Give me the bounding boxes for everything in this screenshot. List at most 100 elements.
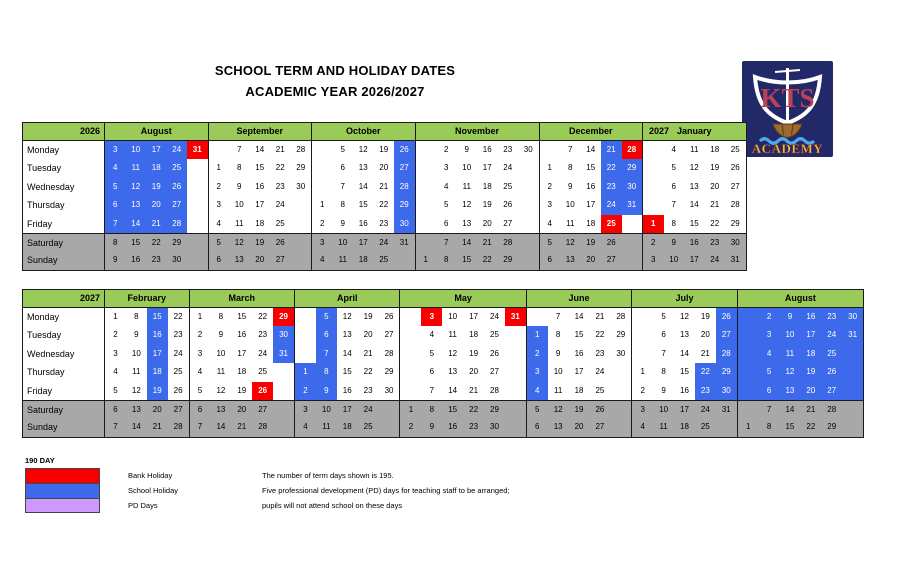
date-cell: 14 — [462, 237, 472, 247]
month-header: March — [189, 290, 295, 308]
date-cell: 9 — [237, 181, 242, 191]
date-cell — [842, 418, 863, 436]
date-cell: 31 — [730, 255, 740, 265]
week-row: 7 14 21 28 — [632, 344, 737, 364]
month-august: August 2 9 16 23 30 3 10 17 24 31 4 11 18 25 5 12 19 26 6 13… — [736, 290, 864, 437]
month-july: July 5 12 19 26 6 13 20 27 7 14 21 28 1 8 15 22 29 2 9 16 23 3… — [631, 290, 737, 437]
date-cell: 12 — [680, 312, 689, 321]
date-cell: 16 — [482, 145, 492, 154]
date-cell: 24 — [258, 348, 268, 358]
date-cell — [842, 363, 864, 382]
date-cell: 23 — [379, 218, 389, 228]
date-cell: 23 — [469, 422, 479, 432]
date-cell: 15 — [574, 330, 584, 340]
date-cell — [273, 418, 294, 436]
month-may: May 3 10 17 24 31 4 11 18 25 5 12 19 26 6 13 20 27 7 14 21 28… — [399, 290, 526, 437]
month-august: August 3 10 17 24 31 4 11 18 25 5 12 19 26 6 13 20 27 7 14 2… — [104, 123, 208, 270]
date-cell: 14 — [131, 422, 141, 432]
date-cell: 19 — [482, 200, 492, 210]
date-cell: 18 — [469, 330, 479, 340]
date-cell: 27 — [503, 218, 513, 228]
date-cell: 5 — [340, 145, 345, 154]
month-name: April — [336, 293, 358, 303]
date-cell: 7 — [113, 422, 118, 432]
month-name: March — [228, 293, 256, 303]
date-cell: 23 — [821, 308, 843, 327]
date-cell: 14 — [125, 214, 146, 233]
pd-days-swatch — [25, 497, 100, 514]
week-row: 7 14 21 28 — [540, 141, 642, 160]
date-cell: 25 — [166, 159, 187, 178]
week-row: 5 12 19 26 — [190, 381, 294, 400]
date-cell: 10 — [338, 237, 348, 247]
date-cell: 5 — [661, 312, 666, 321]
date-cell: 24 — [490, 312, 499, 321]
week-row: 5 12 19 26 — [312, 141, 415, 160]
date-cell: 17 — [146, 344, 168, 364]
date-cell: 23 — [503, 145, 513, 154]
day-label-monday: Monday — [27, 312, 60, 322]
date-cell: 26 — [252, 381, 274, 400]
date-cell: 21 — [700, 348, 710, 358]
date-cell: 15 — [680, 367, 689, 377]
date-cell — [187, 215, 208, 233]
week-row: 3 10 17 24 31 — [643, 251, 746, 270]
date-cell: 10 — [553, 367, 563, 377]
date-cell — [518, 196, 539, 214]
date-cell: 27 — [606, 255, 616, 265]
date-cell: 2 — [444, 145, 449, 154]
week-row: 5 12 19 26 — [643, 159, 746, 177]
date-cell: 11 — [322, 422, 331, 432]
date-cell: 1 — [216, 163, 221, 173]
date-cell: 18 — [482, 181, 492, 191]
date-cell: 17 — [800, 326, 822, 345]
date-cell: 29 — [730, 218, 740, 228]
date-cell: 25 — [601, 214, 622, 233]
date-cell: 30 — [730, 237, 740, 247]
date-cell: 13 — [216, 404, 226, 414]
week-row: 5 12 19 26 — [632, 308, 737, 327]
date-cell: 18 — [358, 255, 368, 265]
date-cell — [394, 251, 415, 269]
date-cell: 30 — [394, 214, 415, 233]
month-name: June — [568, 293, 590, 303]
day-label-friday: Friday — [27, 218, 53, 229]
date-cell: 24 — [700, 404, 710, 414]
page-title-line1: SCHOOL TERM AND HOLIDAY DATES — [214, 63, 456, 78]
date-cell: 29 — [296, 163, 306, 173]
date-cell: 15 — [255, 163, 265, 173]
date-cell: 15 — [586, 163, 596, 173]
week-row: 1 8 15 22 29 — [526, 326, 631, 345]
date-cell: 27 — [394, 159, 415, 178]
date-cell: 16 — [146, 326, 168, 345]
date-cell — [187, 178, 208, 196]
week-row: 1 8 15 22 29 — [415, 251, 539, 270]
date-cell: 10 — [779, 326, 801, 345]
date-cell: 6 — [105, 196, 126, 215]
week-row: 1 8 15 22 29 — [312, 196, 415, 215]
month-october: October 5 12 19 26 6 13 20 27 7 14 21 28 1 8 15 22 29 2 9 16… — [311, 123, 415, 270]
date-cell — [622, 215, 643, 233]
month-april: April 5 12 19 26 6 13 20 27 7 14 21 28 1 8 15 22 29 2 9 16 23… — [294, 290, 400, 437]
date-cell: 17 — [237, 348, 247, 358]
month-january: 2027 January 4 11 18 25 5 12 19 26 6 13 20 27 7 14 21 28 1… — [642, 123, 746, 270]
date-cell — [291, 215, 312, 233]
date-cell: 4 — [429, 330, 435, 340]
date-cell: 13 — [462, 218, 472, 228]
date-cell: 29 — [715, 363, 737, 382]
date-cell: 13 — [565, 255, 575, 265]
week-row: 5 12 19 26 — [295, 308, 399, 327]
date-cell: 1 — [320, 200, 325, 210]
date-cell — [842, 401, 863, 418]
date-cell: 4 — [320, 255, 325, 265]
month-name: January — [676, 126, 712, 136]
date-cell — [632, 345, 653, 363]
date-cell: 9 — [429, 422, 435, 432]
date-cell — [610, 363, 631, 381]
week-row: 5 12 19 26 — [208, 232, 311, 252]
date-cell: 14 — [342, 348, 352, 358]
date-cell: 24 — [363, 404, 373, 414]
date-cell: 3 — [113, 348, 118, 358]
week-row: 3 10 17 24 31 — [105, 141, 208, 160]
day-label-saturday: Saturday — [23, 399, 104, 419]
